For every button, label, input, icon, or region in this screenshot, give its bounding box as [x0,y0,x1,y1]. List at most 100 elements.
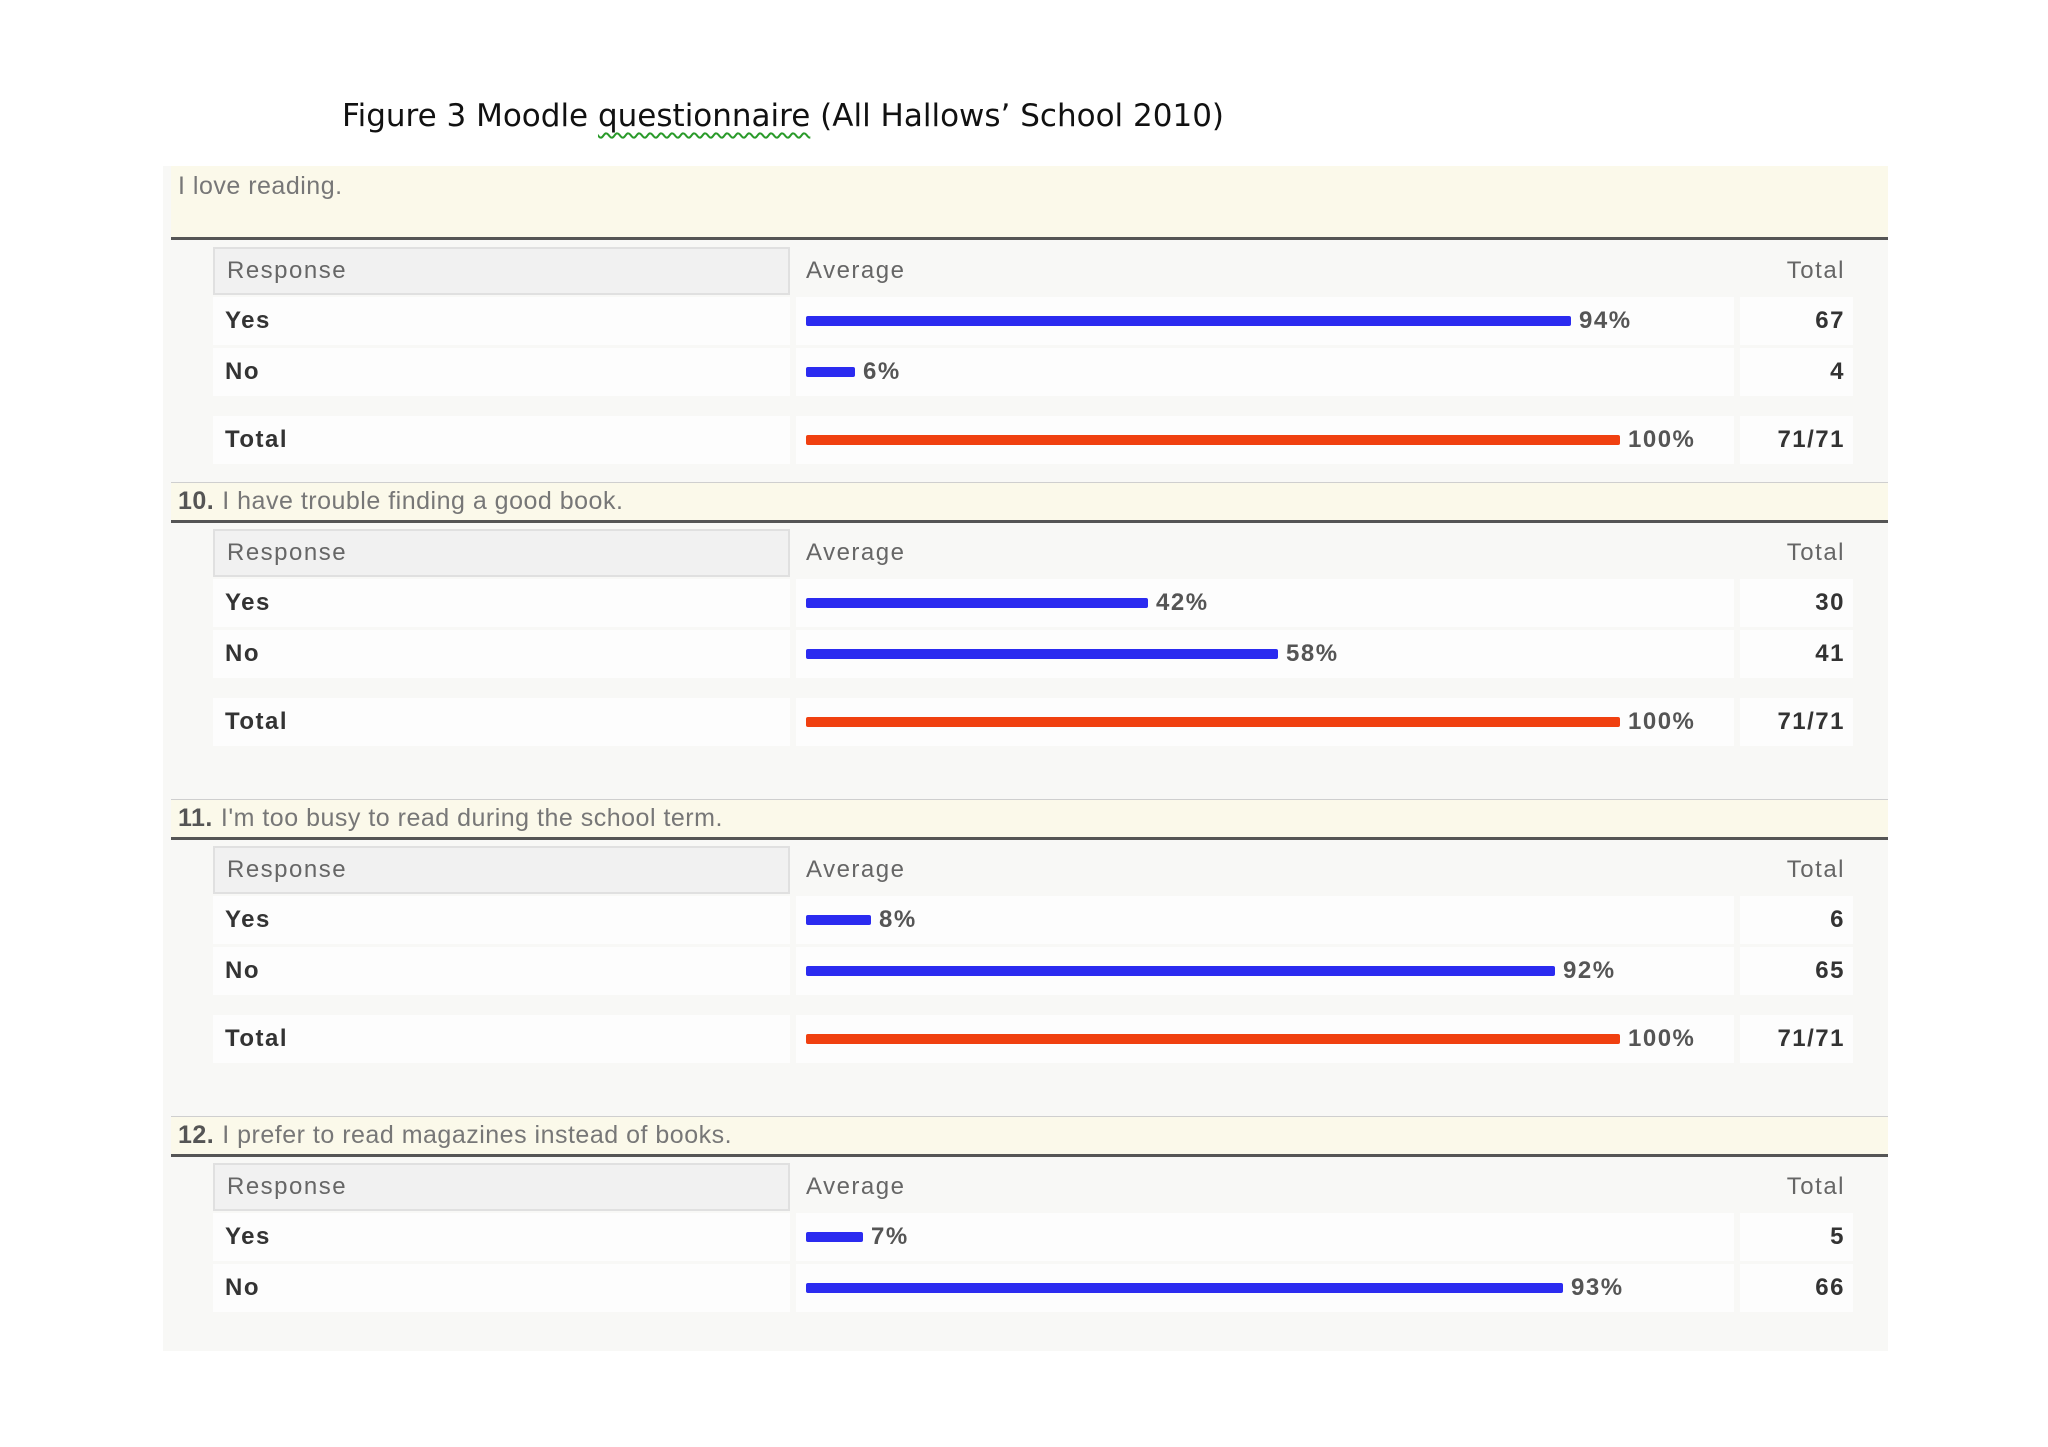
caption-suffix: (All Hallows’ School 2010) [810,98,1225,134]
question-block: I love reading. Response Average Total Yes 94… [171,166,1888,485]
response-label: Yes [213,1213,790,1261]
column-header-response: Response [213,247,790,295]
column-header-average: Average [806,257,906,284]
average-cell: 58% [796,630,1734,678]
table-row: No 58% 41 [213,630,1853,678]
response-bar [806,1232,863,1242]
percent-label: 8% [879,906,917,933]
response-count: 4 [1740,348,1853,396]
percent-label: 94% [1579,307,1632,334]
total-bar [806,1034,1620,1044]
caption-prefix: Figure 3 Moodle [342,98,598,134]
table-header-row: Response Average Total [213,247,1853,295]
response-count: 30 [1740,579,1853,627]
response-bar [806,316,1571,326]
response-label: Yes [213,896,790,944]
response-bar [806,649,1278,659]
response-label: No [213,630,790,678]
response-count: 66 [1740,1264,1853,1312]
percent-label: 92% [1563,957,1616,984]
total-bar [806,717,1620,727]
response-label: No [213,947,790,995]
average-cell: 7% [796,1213,1734,1261]
table-row: No 92% 65 [213,947,1853,995]
percent-label: 42% [1156,589,1209,616]
question-header: I love reading. [171,166,1888,240]
column-header-response: Response [213,529,790,577]
average-cell: 93% [796,1264,1734,1312]
column-header-response: Response [213,1163,790,1211]
table-row: Yes 8% 6 [213,896,1853,944]
question-block: 11. I'm too busy to read during the schoo… [171,800,1888,1119]
response-bar [806,966,1555,976]
total-row: Total 100% 71/71 [213,416,1853,464]
table-row: Yes 42% 30 [213,579,1853,627]
column-header-total: Total [1786,539,1845,566]
average-cell: 100% [796,416,1734,464]
column-header-response: Response [213,846,790,894]
question-number: 12. [178,1121,215,1149]
total-bar [806,435,1620,445]
table-header-row: Response Average Total [213,529,1853,577]
response-count: 65 [1740,947,1853,995]
column-header-average: Average [806,856,906,883]
response-count: 5 [1740,1213,1853,1261]
response-label: No [213,348,790,396]
response-label: Yes [213,297,790,345]
question-text: I'm too busy to read during the school t… [220,804,723,832]
column-header-total: Total [1786,856,1845,883]
table-row: Yes 7% 5 [213,1213,1853,1261]
response-bar [806,915,871,925]
table-row: No 93% 66 [213,1264,1853,1312]
percent-label: 7% [871,1223,909,1250]
total-label: Total [213,698,790,746]
average-cell: 100% [796,698,1734,746]
table-row: Yes 94% 67 [213,297,1853,345]
question-text: I have trouble finding a good book. [222,487,624,515]
question-header: 11. I'm too busy to read during the schoo… [171,800,1888,840]
column-header-total: Total [1786,257,1845,284]
response-label: Yes [213,579,790,627]
response-bar [806,598,1148,608]
response-label: No [213,1264,790,1312]
table-row: No 6% 4 [213,348,1853,396]
column-header-average: Average [806,1173,906,1200]
questionnaire-results: I love reading. Response Average Total Yes 94… [163,166,1888,1351]
average-cell: 94% [796,297,1734,345]
total-label: Total [213,1015,790,1063]
total-count: 71/71 [1740,1015,1853,1063]
percent-label: 6% [863,358,901,385]
percent-label: 58% [1286,640,1339,667]
average-cell: 100% [796,1015,1734,1063]
response-count: 41 [1740,630,1853,678]
table-header-row: Response Average Total [213,846,1853,894]
average-cell: 6% [796,348,1734,396]
question-block: 12. I prefer to read magazines instead of… [171,1117,1888,1351]
average-cell: 8% [796,896,1734,944]
total-count: 71/71 [1740,416,1853,464]
total-count: 71/71 [1740,698,1853,746]
question-block: 10. I have trouble finding a good book. Re… [171,483,1888,802]
figure-caption: Figure 3 Moodle questionnaire (All Hallo… [342,98,1224,134]
percent-label: 100% [1628,1025,1696,1052]
total-row: Total 100% 71/71 [213,698,1853,746]
average-cell: 42% [796,579,1734,627]
question-header: 12. I prefer to read magazines instead of… [171,1117,1888,1157]
percent-label: 93% [1571,1274,1624,1301]
question-number: 11. [178,804,213,832]
question-text: I prefer to read magazines instead of bo… [222,1121,733,1149]
response-count: 6 [1740,896,1853,944]
total-row: Total 100% 71/71 [213,1015,1853,1063]
response-bar [806,1283,1563,1293]
column-header-average: Average [806,539,906,566]
average-cell: 92% [796,947,1734,995]
question-header: 10. I have trouble finding a good book. [171,483,1888,523]
percent-label: 100% [1628,426,1696,453]
table-header-row: Response Average Total [213,1163,1853,1211]
column-header-total: Total [1786,1173,1845,1200]
response-count: 67 [1740,297,1853,345]
percent-label: 100% [1628,708,1696,735]
total-label: Total [213,416,790,464]
question-text: I love reading. [178,172,343,200]
response-bar [806,367,855,377]
